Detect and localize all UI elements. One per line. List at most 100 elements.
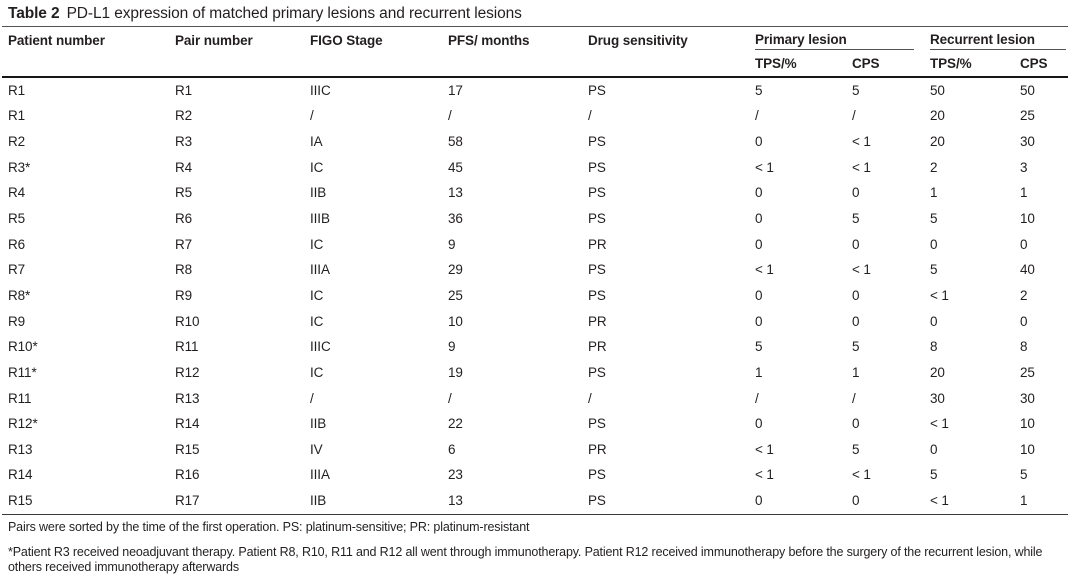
subcolumn-header-primary-tps: TPS/% (755, 56, 797, 71)
table-row: R1 R2 / / / / / 20 25 (2, 104, 1068, 130)
table-row: R8* R9 IC 25 PS 0 0 < 1 2 (2, 283, 1068, 309)
table-cell: R14 (8, 467, 33, 483)
table-cell: 1 (1020, 185, 1028, 201)
table-cell: 13 (448, 185, 463, 201)
table-cell: 22 (448, 416, 463, 432)
table-cell: < 1 (755, 467, 774, 483)
table-cell: R3* (8, 159, 31, 175)
table-cell: 0 (852, 416, 860, 432)
table-cell: 3 (1020, 159, 1028, 175)
table-cell: R15 (175, 441, 200, 457)
table-cell: PR (588, 313, 607, 329)
table-cell: 50 (930, 82, 945, 98)
table-cell: / (448, 108, 452, 124)
table-row: R12* R14 IIB 22 PS 0 0 < 1 10 (2, 411, 1068, 437)
subcolumn-header-primary-cps: CPS (852, 56, 880, 71)
table-cell: 0 (852, 493, 860, 509)
table-cell: 0 (1020, 313, 1028, 329)
table-body: R1 R1 IIIC 17 PS 5 5 50 50 R1 R2// / //20 25 R2 R3 IA 58 P… (2, 78, 1068, 515)
table-cell: < 1 (852, 134, 871, 150)
table-cell: < 1 (852, 159, 871, 175)
table-caption: Table 2 PD-L1 expression of matched prima… (2, 5, 1072, 23)
table-footnotes: Pairs were sorted by the time of the fir… (2, 515, 1068, 575)
table-cell: 2 (1020, 287, 1028, 303)
table-cell: 5 (852, 441, 860, 457)
table-cell: IIIA (310, 262, 330, 278)
table-cell: 0 (930, 441, 938, 457)
table-cell: R4 (175, 159, 193, 175)
table-row: R14 R16 IIIA 23 PS < 1 < 1 5 5 (2, 463, 1068, 489)
table-cell: 0 (852, 236, 860, 252)
table-cell: 13 (448, 493, 463, 509)
table-cell: R1 (8, 82, 26, 98)
table-cell: < 1 (930, 416, 949, 432)
table-cell: < 1 (755, 159, 774, 175)
table-cell: 5 (930, 262, 938, 278)
table-cell: R10* (8, 339, 38, 355)
table-cell: / (310, 108, 314, 124)
table-cell: PS (588, 211, 606, 227)
table-cell: R11 (175, 339, 199, 355)
table-cell: IC (310, 287, 324, 303)
table-cell: 0 (930, 236, 938, 252)
table-cell: 17 (448, 82, 463, 98)
table-row: R1 R1 IIIC 17 PS 5 5 50 50 (2, 78, 1068, 104)
table-cell: R6 (8, 236, 26, 252)
table-cell: 1 (755, 364, 763, 380)
table-cell: 25 (1020, 108, 1035, 124)
table-cell: PS (588, 416, 606, 432)
table-row: R13 R15 IV 6 PR < 1 5 0 10 (2, 437, 1068, 463)
table-cell: / (755, 108, 759, 124)
table-cell: 25 (1020, 364, 1035, 380)
table-row: R2 R3 IA 58 PS 0 < 1 20 30 (2, 129, 1068, 155)
table-cell: IIB (310, 493, 327, 509)
table-cell: IIB (310, 416, 327, 432)
table-cell: R3 (175, 134, 193, 150)
table-cell: 58 (448, 134, 463, 150)
table-cell: IIIB (310, 211, 330, 227)
table-cell: R2 (175, 108, 193, 124)
table-cell: PS (588, 82, 606, 98)
table-cell: 5 (1020, 467, 1028, 483)
table-cell: R8 (175, 262, 193, 278)
table-cell: 5 (852, 339, 860, 355)
table-cell: 5 (930, 211, 938, 227)
table-cell: 0 (755, 185, 763, 201)
table-cell: 0 (755, 211, 763, 227)
table-cell: IIIC (310, 82, 331, 98)
table-cell: / (588, 108, 592, 124)
table-cell: 0 (930, 313, 938, 329)
table-cell: 5 (755, 82, 763, 98)
table-cell: R7 (175, 236, 193, 252)
table-cell: R15 (8, 493, 33, 509)
table-cell: 30 (1020, 134, 1035, 150)
subcolumn-header-recurrent-cps: CPS (1020, 56, 1048, 71)
table-cell: < 1 (852, 467, 871, 483)
table-cell: R12 (175, 364, 200, 380)
column-header-patient-number: Patient number (8, 33, 105, 48)
table-cell: 25 (448, 287, 463, 303)
table-cell: < 1 (930, 287, 949, 303)
column-header-drug-sensitivity: Drug sensitivity (588, 33, 688, 48)
table-cell: 10 (448, 313, 463, 329)
table-number-label: Table 2 (8, 5, 60, 22)
table-cell: 8 (1020, 339, 1028, 355)
table-cell: R11 (8, 390, 32, 406)
group-header-recurrent-lesion: Recurrent lesion (924, 27, 1068, 51)
table-row: R9 R10 IC 10 PR 0 0 0 0 (2, 309, 1068, 335)
table-cell: PS (588, 134, 606, 150)
table-cell: IC (310, 364, 324, 380)
table-cell: 0 (755, 493, 763, 509)
table-cell: 45 (448, 159, 463, 175)
table-cell: R13 (8, 441, 33, 457)
table-cell: PS (588, 185, 606, 201)
table-cell: R1 (8, 108, 26, 124)
table-cell: < 1 (755, 441, 774, 457)
table-cell: 0 (755, 416, 763, 432)
table-cell: PS (588, 262, 606, 278)
table-cell: 10 (1020, 416, 1035, 432)
table-cell: 19 (448, 364, 463, 380)
table-cell: 0 (755, 236, 763, 252)
table-cell: IC (310, 313, 324, 329)
table-cell: 1 (930, 185, 938, 201)
